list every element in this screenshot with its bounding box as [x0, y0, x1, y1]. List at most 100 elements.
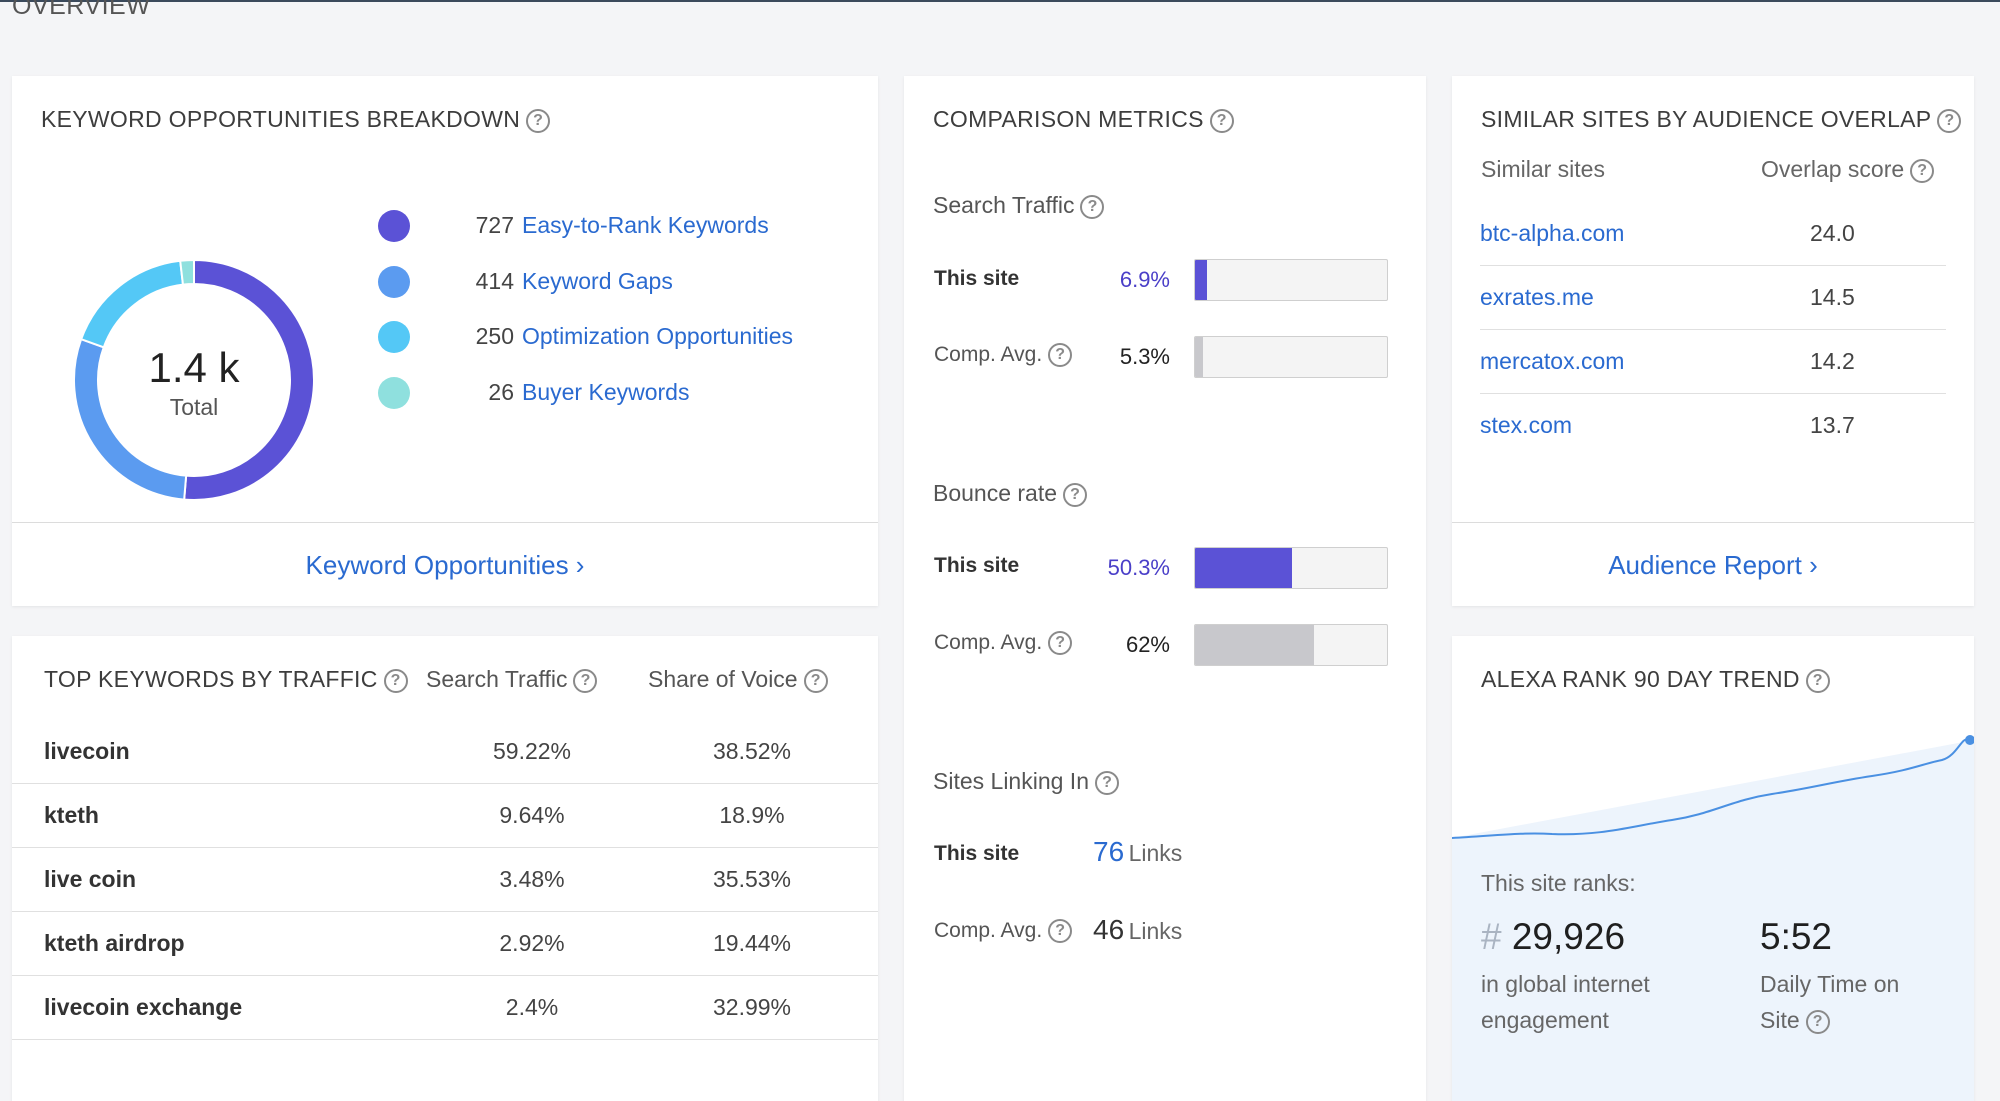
list-item[interactable]: btc-alpha.com 24.0 — [1480, 202, 1946, 266]
overlap-score: 14.2 — [1810, 348, 1855, 374]
page-section-title: OVERVIEW — [12, 0, 151, 20]
bounce-rate-label: Bounce rate? — [933, 480, 1088, 507]
list-item[interactable]: exrates.me 14.5 — [1480, 266, 1946, 330]
top-border — [0, 0, 2000, 2]
legend-dot-icon — [378, 210, 410, 242]
legend-link[interactable]: Keyword Gaps — [522, 268, 673, 294]
table-row[interactable]: live coin 3.48% 35.53% — [12, 848, 878, 912]
help-icon[interactable]: ? — [1048, 343, 1073, 368]
audience-report-link[interactable]: Audience Report › — [1608, 550, 1818, 580]
legend-link[interactable]: Buyer Keywords — [522, 379, 690, 405]
daily-time-value: 5:52 — [1760, 916, 1833, 957]
comparison-metrics-title: COMPARISON METRICS? — [933, 106, 1234, 133]
donut-center: 1.4 k Total — [72, 258, 316, 502]
site-link[interactable]: btc-alpha.com — [1480, 220, 1625, 246]
help-icon[interactable]: ? — [1937, 108, 1962, 133]
daily-time-desc: Daily Time on Site? — [1760, 966, 1940, 1038]
table-row[interactable]: livecoin 59.22% 38.52% — [12, 720, 878, 784]
top-keywords-title: TOP KEYWORDS BY TRAFFIC? — [44, 666, 408, 693]
table-row[interactable]: kteth 9.64% 18.9% — [12, 784, 878, 848]
help-icon[interactable]: ? — [1805, 668, 1830, 693]
keyword-breakdown-title: KEYWORD OPPORTUNITIES BREAKDOWN? — [41, 106, 551, 133]
bar-fill — [1195, 337, 1203, 377]
global-rank: # 29,926 — [1481, 916, 1625, 958]
linking-avg-unit: Links — [1128, 918, 1183, 944]
help-icon[interactable]: ? — [1063, 482, 1088, 507]
bar-fill — [1195, 260, 1207, 300]
donut-svg — [73, 258, 316, 501]
help-icon[interactable]: ? — [1048, 631, 1073, 656]
keyword-breakdown-title-text: KEYWORD OPPORTUNITIES BREAKDOWN — [41, 106, 521, 132]
help-icon[interactable]: ? — [1209, 108, 1234, 133]
top-keywords-title-text: TOP KEYWORDS BY TRAFFIC — [44, 666, 378, 692]
bar-fill — [1195, 625, 1315, 665]
similar-sites-list: btc-alpha.com 24.0 exrates.me 14.5 merca… — [1452, 202, 1974, 462]
hash-icon: # — [1481, 916, 1502, 957]
this-site-label: This site — [934, 842, 1020, 865]
keyword-opportunities-link[interactable]: Keyword Opportunities › — [305, 550, 585, 580]
donut-slice[interactable] — [183, 258, 316, 501]
search-traffic-site-value: 6.9% — [1119, 267, 1170, 292]
table-row[interactable]: kteth airdrop 2.92% 19.44% — [12, 912, 878, 976]
site-link[interactable]: stex.com — [1480, 412, 1573, 438]
bounce-site-bar — [1194, 547, 1388, 589]
linking-avg-value: 46 Links — [1093, 914, 1182, 946]
col-header-share-of-voice: Share of Voice? — [648, 666, 828, 693]
keyword-breakdown-card: KEYWORD OPPORTUNITIES BREAKDOWN? 1.4 k T… — [12, 76, 878, 606]
comp-avg-label: Comp. Avg.? — [934, 343, 1073, 368]
this-site-ranks-label: This site ranks: — [1481, 870, 1636, 896]
help-icon[interactable]: ? — [1805, 1009, 1830, 1034]
traffic-cell: 2.4% — [505, 994, 559, 1020]
keyword-cell: livecoin exchange — [44, 994, 243, 1020]
keyword-donut-chart: 1.4 k Total — [72, 258, 316, 502]
list-item[interactable]: mercatox.com 14.2 — [1480, 330, 1946, 394]
alexa-rank-title: ALEXA RANK 90 DAY TREND? — [1481, 666, 1830, 693]
comparison-metrics-card: COMPARISON METRICS? Search Traffic? This… — [904, 76, 1426, 1101]
legend-count: 727 — [475, 212, 514, 238]
sov-cell: 19.44% — [712, 930, 791, 956]
search-traffic-site-bar — [1194, 259, 1388, 301]
traffic-cell: 9.64% — [499, 802, 565, 828]
help-icon[interactable]: ? — [383, 668, 408, 693]
site-link[interactable]: mercatox.com — [1480, 348, 1625, 374]
linking-site-value: 76 Links — [1093, 836, 1182, 868]
trend-area — [1452, 740, 1974, 1101]
help-icon[interactable]: ? — [1048, 919, 1073, 944]
linking-site-unit: Links — [1128, 840, 1183, 866]
donut-total-label: Total — [169, 394, 219, 420]
legend-link[interactable]: Easy-to-Rank Keywords — [522, 212, 769, 238]
traffic-cell: 3.48% — [499, 866, 565, 892]
col-header-overlap-score-text: Overlap score — [1761, 156, 1905, 182]
col-header-similar-sites: Similar sites — [1481, 156, 1605, 182]
help-icon[interactable]: ? — [1080, 194, 1105, 219]
legend-link[interactable]: Optimization Opportunities — [522, 323, 794, 349]
global-rank-value: 29,926 — [1511, 916, 1626, 957]
help-icon[interactable]: ? — [1094, 770, 1119, 795]
donut-slice[interactable] — [179, 258, 195, 286]
similar-sites-card: SIMILAR SITES BY AUDIENCE OVERLAP? Simil… — [1452, 76, 1974, 606]
similar-sites-title-text: SIMILAR SITES BY AUDIENCE OVERLAP — [1481, 106, 1932, 132]
overlap-score: 24.0 — [1810, 220, 1855, 246]
list-item[interactable]: stex.com 13.7 — [1480, 394, 1946, 458]
legend-dot-icon — [378, 377, 410, 409]
comp-avg-label: Comp. Avg.? — [934, 919, 1073, 944]
help-icon[interactable]: ? — [573, 668, 598, 693]
legend-count: 414 — [475, 268, 514, 294]
site-link[interactable]: exrates.me — [1480, 284, 1594, 310]
legend-count: 26 — [488, 379, 514, 405]
help-icon[interactable]: ? — [526, 108, 551, 133]
comp-avg-label-text: Comp. Avg. — [934, 631, 1043, 654]
col-header-share-of-voice-text: Share of Voice — [648, 666, 798, 692]
col-header-search-traffic: Search Traffic? — [426, 666, 598, 693]
donut-total-value: 1.4 k — [148, 344, 240, 391]
bounce-avg-bar — [1194, 624, 1388, 666]
comp-avg-label-text: Comp. Avg. — [934, 919, 1043, 942]
linking-site-count: 76 — [1093, 836, 1125, 867]
sites-linking-in-label-text: Sites Linking In — [933, 768, 1089, 794]
comparison-metrics-title-text: COMPARISON METRICS — [933, 106, 1204, 132]
help-icon[interactable]: ? — [803, 668, 828, 693]
legend-dot-icon — [378, 266, 410, 298]
table-row[interactable]: livecoin exchange 2.4% 32.99% — [12, 976, 878, 1040]
col-header-overlap-score: Overlap score? — [1761, 156, 1935, 183]
help-icon[interactable]: ? — [1910, 158, 1935, 183]
